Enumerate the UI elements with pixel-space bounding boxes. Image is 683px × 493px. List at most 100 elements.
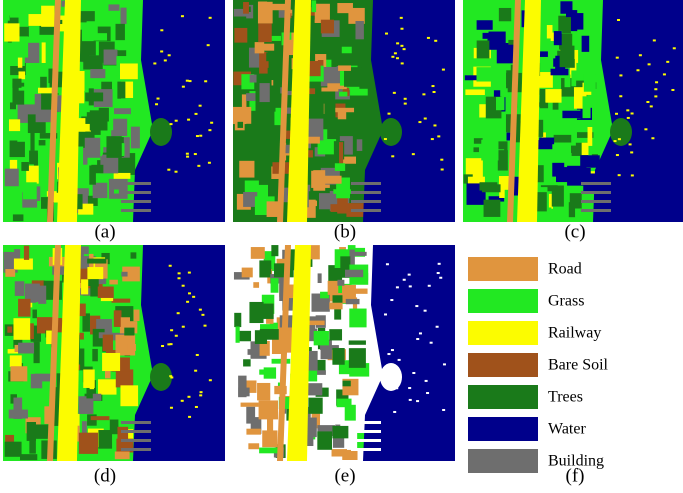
map-patch <box>38 286 46 304</box>
boat <box>160 50 163 52</box>
boat <box>424 310 427 312</box>
boat <box>153 62 156 64</box>
map-patch <box>120 8 126 24</box>
map-patch <box>85 138 101 158</box>
map-patch <box>583 96 591 118</box>
boat <box>673 47 676 49</box>
boat <box>626 109 629 111</box>
boat <box>177 312 180 314</box>
boat <box>170 329 173 331</box>
map-patch <box>317 431 332 449</box>
boat <box>433 124 436 126</box>
map-patch <box>14 259 33 270</box>
boat <box>201 314 204 316</box>
legend-label: Water <box>548 421 586 438</box>
pier <box>351 191 381 194</box>
pier <box>121 200 151 203</box>
map-patch <box>80 124 91 132</box>
boat <box>615 113 618 115</box>
map-patch <box>314 331 329 345</box>
map-patch <box>134 310 140 321</box>
boat <box>636 69 639 71</box>
boat <box>393 411 396 413</box>
map-patch <box>580 155 600 167</box>
boat <box>169 265 172 267</box>
boat <box>196 354 199 356</box>
map-patch <box>10 102 16 109</box>
map-patch <box>584 74 596 91</box>
map-patch <box>555 153 571 162</box>
map-patch <box>121 272 127 277</box>
map-patch <box>342 450 357 460</box>
map-patch <box>308 351 318 373</box>
boat <box>181 400 184 402</box>
map-patch <box>500 88 507 97</box>
map-patch <box>236 327 240 343</box>
panel-label: (c) <box>564 221 585 242</box>
map-patch <box>498 150 508 170</box>
pier <box>121 430 151 433</box>
map-patch <box>121 317 130 328</box>
map-patch <box>18 299 30 317</box>
map-patch <box>477 67 493 81</box>
boat <box>196 135 199 137</box>
boat <box>412 153 415 155</box>
map-patch <box>355 21 363 39</box>
map-patch <box>477 40 490 58</box>
boat <box>431 85 434 87</box>
map-patch <box>307 137 319 144</box>
boat <box>618 174 621 176</box>
boat <box>387 353 390 355</box>
map-patch <box>110 208 115 216</box>
map-patch <box>321 20 334 34</box>
island <box>150 363 172 391</box>
map-patch <box>328 281 339 295</box>
map-patch <box>29 151 38 165</box>
map-patch <box>261 155 269 168</box>
map-patch <box>496 97 505 110</box>
boat <box>186 156 189 158</box>
boat <box>639 54 642 56</box>
map-patch <box>129 40 133 55</box>
map-patch <box>260 329 279 340</box>
map-patch <box>562 17 571 33</box>
map-patch <box>13 214 24 221</box>
map-patch <box>32 310 36 319</box>
map-patch <box>114 190 119 194</box>
map-patch <box>342 381 350 387</box>
map-patch <box>346 299 360 304</box>
map-patch <box>241 403 259 407</box>
map-patch <box>238 388 249 397</box>
legend-swatch <box>468 385 538 409</box>
boat <box>204 80 207 82</box>
boat <box>617 19 620 21</box>
map-patch <box>81 279 88 294</box>
classification-map <box>3 0 225 222</box>
map-patch <box>243 359 251 366</box>
map-patch <box>39 140 46 145</box>
map-patch <box>7 326 12 332</box>
boat <box>655 81 658 83</box>
boat <box>403 279 406 281</box>
map-patch <box>332 348 344 365</box>
boat <box>189 80 192 82</box>
map-patch <box>90 110 108 130</box>
legend-swatch <box>468 289 538 313</box>
map-patch <box>562 111 581 118</box>
map-patch <box>339 92 347 97</box>
boat <box>415 305 418 307</box>
map-patch <box>330 204 349 212</box>
boat <box>616 57 619 59</box>
boat <box>175 335 178 337</box>
map-patch <box>350 89 368 96</box>
boat <box>438 263 441 265</box>
map-patch <box>335 163 345 171</box>
boat <box>442 69 445 71</box>
map-patch <box>19 71 26 79</box>
map-patch <box>465 89 485 95</box>
map-patch <box>114 173 131 179</box>
map-patch <box>345 270 363 278</box>
boat <box>164 59 167 61</box>
boat <box>182 285 185 287</box>
